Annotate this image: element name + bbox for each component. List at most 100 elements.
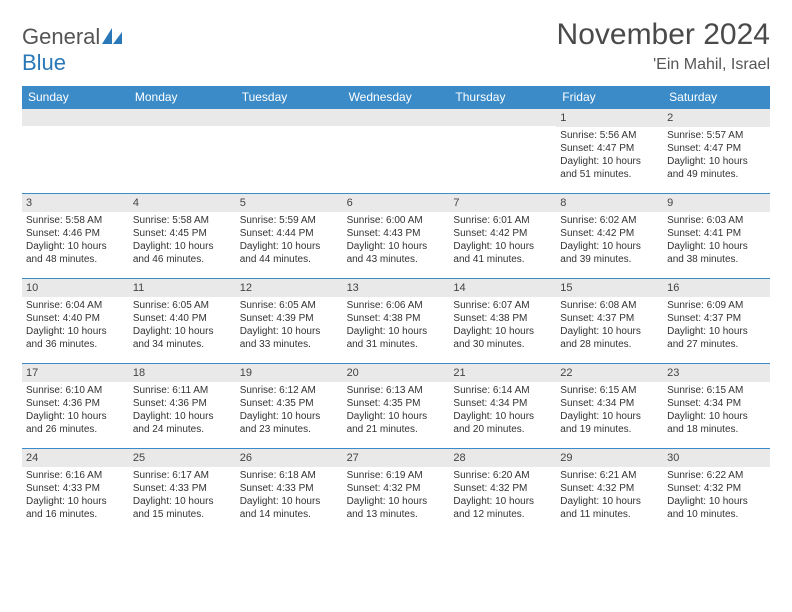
day-cell: 23Sunrise: 6:15 AMSunset: 4:34 PMDayligh… <box>663 364 770 448</box>
daylight-text: Daylight: 10 hours and 20 minutes. <box>453 410 552 436</box>
daylight-text: Daylight: 10 hours and 13 minutes. <box>347 495 446 521</box>
day-cell <box>236 109 343 193</box>
day-cell: 29Sunrise: 6:21 AMSunset: 4:32 PMDayligh… <box>556 449 663 533</box>
sunrise-text: Sunrise: 5:56 AM <box>560 129 659 142</box>
sunrise-text: Sunrise: 6:13 AM <box>347 384 446 397</box>
day-number: 8 <box>556 194 663 212</box>
day-number: 3 <box>22 194 129 212</box>
day-number: 4 <box>129 194 236 212</box>
day-cell: 8Sunrise: 6:02 AMSunset: 4:42 PMDaylight… <box>556 194 663 278</box>
day-body: Sunrise: 6:16 AMSunset: 4:33 PMDaylight:… <box>22 467 129 525</box>
header: General Blue November 2024 'Ein Mahil, I… <box>22 18 770 76</box>
daylight-text: Daylight: 10 hours and 46 minutes. <box>133 240 232 266</box>
sunset-text: Sunset: 4:34 PM <box>560 397 659 410</box>
day-body: Sunrise: 6:08 AMSunset: 4:37 PMDaylight:… <box>556 297 663 355</box>
day-cell: 14Sunrise: 6:07 AMSunset: 4:38 PMDayligh… <box>449 279 556 363</box>
sunset-text: Sunset: 4:41 PM <box>667 227 766 240</box>
week-row: 24Sunrise: 6:16 AMSunset: 4:33 PMDayligh… <box>22 448 770 533</box>
daylight-text: Daylight: 10 hours and 18 minutes. <box>667 410 766 436</box>
logo-word-b: Blue <box>22 50 66 75</box>
day-number <box>129 109 236 126</box>
day-number: 30 <box>663 449 770 467</box>
sunrise-text: Sunrise: 6:15 AM <box>667 384 766 397</box>
title-block: November 2024 'Ein Mahil, Israel <box>557 18 770 74</box>
daylight-text: Daylight: 10 hours and 23 minutes. <box>240 410 339 436</box>
day-body: Sunrise: 6:14 AMSunset: 4:34 PMDaylight:… <box>449 382 556 440</box>
sunrise-text: Sunrise: 5:57 AM <box>667 129 766 142</box>
day-cell: 12Sunrise: 6:05 AMSunset: 4:39 PMDayligh… <box>236 279 343 363</box>
day-cell: 7Sunrise: 6:01 AMSunset: 4:42 PMDaylight… <box>449 194 556 278</box>
day-cell: 22Sunrise: 6:15 AMSunset: 4:34 PMDayligh… <box>556 364 663 448</box>
day-body: Sunrise: 6:21 AMSunset: 4:32 PMDaylight:… <box>556 467 663 525</box>
day-number: 1 <box>556 109 663 127</box>
sunset-text: Sunset: 4:39 PM <box>240 312 339 325</box>
day-body: Sunrise: 6:06 AMSunset: 4:38 PMDaylight:… <box>343 297 450 355</box>
daylight-text: Daylight: 10 hours and 34 minutes. <box>133 325 232 351</box>
day-cell: 20Sunrise: 6:13 AMSunset: 4:35 PMDayligh… <box>343 364 450 448</box>
day-number: 10 <box>22 279 129 297</box>
week-row: 10Sunrise: 6:04 AMSunset: 4:40 PMDayligh… <box>22 278 770 363</box>
day-cell: 18Sunrise: 6:11 AMSunset: 4:36 PMDayligh… <box>129 364 236 448</box>
daylight-text: Daylight: 10 hours and 27 minutes. <box>667 325 766 351</box>
day-cell <box>449 109 556 193</box>
sunrise-text: Sunrise: 6:16 AM <box>26 469 125 482</box>
dow-thursday: Thursday <box>449 86 556 108</box>
day-number: 6 <box>343 194 450 212</box>
daylight-text: Daylight: 10 hours and 33 minutes. <box>240 325 339 351</box>
day-body: Sunrise: 6:15 AMSunset: 4:34 PMDaylight:… <box>663 382 770 440</box>
day-cell: 9Sunrise: 6:03 AMSunset: 4:41 PMDaylight… <box>663 194 770 278</box>
day-cell: 24Sunrise: 6:16 AMSunset: 4:33 PMDayligh… <box>22 449 129 533</box>
calendar: Sunday Monday Tuesday Wednesday Thursday… <box>22 86 770 533</box>
day-cell: 21Sunrise: 6:14 AMSunset: 4:34 PMDayligh… <box>449 364 556 448</box>
day-body <box>343 126 450 132</box>
sunset-text: Sunset: 4:35 PM <box>347 397 446 410</box>
sunset-text: Sunset: 4:46 PM <box>26 227 125 240</box>
sunrise-text: Sunrise: 6:06 AM <box>347 299 446 312</box>
logo-word-a: General <box>22 24 100 49</box>
day-number: 16 <box>663 279 770 297</box>
day-cell: 17Sunrise: 6:10 AMSunset: 4:36 PMDayligh… <box>22 364 129 448</box>
page: General Blue November 2024 'Ein Mahil, I… <box>0 0 792 551</box>
daylight-text: Daylight: 10 hours and 41 minutes. <box>453 240 552 266</box>
daylight-text: Daylight: 10 hours and 21 minutes. <box>347 410 446 436</box>
sunrise-text: Sunrise: 6:08 AM <box>560 299 659 312</box>
day-body: Sunrise: 6:10 AMSunset: 4:36 PMDaylight:… <box>22 382 129 440</box>
week-row: 3Sunrise: 5:58 AMSunset: 4:46 PMDaylight… <box>22 193 770 278</box>
daylight-text: Daylight: 10 hours and 14 minutes. <box>240 495 339 521</box>
day-cell: 1 Sunrise: 5:56 AMSunset: 4:47 PMDaylight… <box>556 109 663 193</box>
daylight-text: Daylight: 10 hours and 26 minutes. <box>26 410 125 436</box>
week-row: 1 Sunrise: 5:56 AMSunset: 4:47 PMDaylight… <box>22 108 770 193</box>
day-cell: 6Sunrise: 6:00 AMSunset: 4:43 PMDaylight… <box>343 194 450 278</box>
day-cell <box>129 109 236 193</box>
sunrise-text: Sunrise: 6:15 AM <box>560 384 659 397</box>
day-cell: 19Sunrise: 6:12 AMSunset: 4:35 PMDayligh… <box>236 364 343 448</box>
dow-row: Sunday Monday Tuesday Wednesday Thursday… <box>22 86 770 108</box>
day-number: 28 <box>449 449 556 467</box>
daylight-text: Daylight: 10 hours and 43 minutes. <box>347 240 446 266</box>
sunset-text: Sunset: 4:32 PM <box>453 482 552 495</box>
sunset-text: Sunset: 4:38 PM <box>453 312 552 325</box>
daylight-text: Daylight: 10 hours and 28 minutes. <box>560 325 659 351</box>
sunrise-text: Sunrise: 6:11 AM <box>133 384 232 397</box>
day-body: Sunrise: 5:58 AMSunset: 4:46 PMDaylight:… <box>22 212 129 270</box>
day-body <box>129 126 236 132</box>
sunrise-text: Sunrise: 6:21 AM <box>560 469 659 482</box>
day-body: Sunrise: 6:01 AMSunset: 4:42 PMDaylight:… <box>449 212 556 270</box>
day-body: Sunrise: 6:03 AMSunset: 4:41 PMDaylight:… <box>663 212 770 270</box>
sunrise-text: Sunrise: 6:03 AM <box>667 214 766 227</box>
day-cell: 10Sunrise: 6:04 AMSunset: 4:40 PMDayligh… <box>22 279 129 363</box>
day-number: 5 <box>236 194 343 212</box>
sunrise-text: Sunrise: 6:10 AM <box>26 384 125 397</box>
daylight-text: Daylight: 10 hours and 51 minutes. <box>560 155 659 181</box>
daylight-text: Daylight: 10 hours and 16 minutes. <box>26 495 125 521</box>
sunset-text: Sunset: 4:44 PM <box>240 227 339 240</box>
daylight-text: Daylight: 10 hours and 10 minutes. <box>667 495 766 521</box>
sunset-text: Sunset: 4:35 PM <box>240 397 339 410</box>
sunset-text: Sunset: 4:40 PM <box>133 312 232 325</box>
sunset-text: Sunset: 4:47 PM <box>560 142 659 155</box>
daylight-text: Daylight: 10 hours and 38 minutes. <box>667 240 766 266</box>
day-number <box>236 109 343 126</box>
sunset-text: Sunset: 4:32 PM <box>560 482 659 495</box>
sunset-text: Sunset: 4:32 PM <box>667 482 766 495</box>
day-body: Sunrise: 6:13 AMSunset: 4:35 PMDaylight:… <box>343 382 450 440</box>
